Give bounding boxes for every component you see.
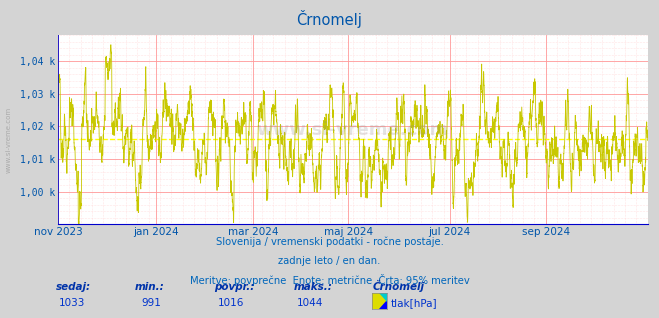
Text: povpr.:: povpr.: [214, 282, 254, 292]
Text: Slovenija / vremenski podatki - ročne postaje.: Slovenija / vremenski podatki - ročne po… [215, 237, 444, 247]
Text: sedaj:: sedaj: [56, 282, 91, 292]
Text: 1033: 1033 [59, 298, 86, 308]
Text: Črnomelj: Črnomelj [297, 10, 362, 28]
Text: 1044: 1044 [297, 298, 323, 308]
Text: maks.:: maks.: [293, 282, 332, 292]
Polygon shape [379, 293, 387, 302]
Text: Črnomelj: Črnomelj [372, 280, 424, 292]
Text: www.si-vreme.com: www.si-vreme.com [257, 121, 449, 139]
Polygon shape [379, 300, 387, 309]
Text: tlak[hPa]: tlak[hPa] [391, 298, 438, 308]
Text: Meritve: povprečne  Enote: metrične  Črta: 95% meritev: Meritve: povprečne Enote: metrične Črta:… [190, 274, 469, 286]
Text: min.:: min.: [135, 282, 165, 292]
Text: www.si-vreme.com: www.si-vreme.com [5, 107, 11, 173]
Text: 991: 991 [142, 298, 161, 308]
Text: 1016: 1016 [217, 298, 244, 308]
Text: zadnje leto / en dan.: zadnje leto / en dan. [278, 256, 381, 266]
